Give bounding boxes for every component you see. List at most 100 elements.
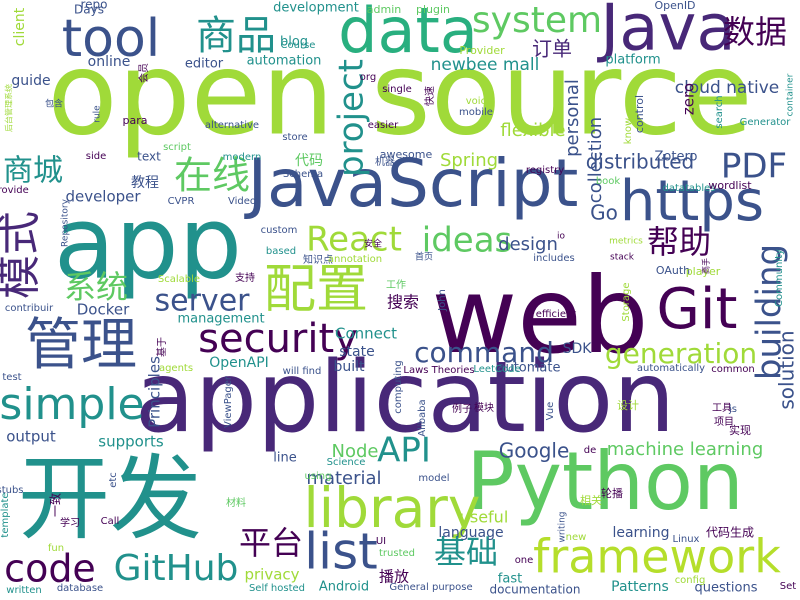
word-80: questions: [695, 581, 758, 596]
word-158: Alibaba: [417, 399, 428, 436]
word-89: blog: [280, 35, 308, 50]
word-104: Generator: [740, 117, 792, 128]
word-71: output: [6, 428, 56, 446]
word-108: know: [623, 118, 634, 144]
word-177: Call: [101, 516, 120, 527]
word-95: Course: [281, 40, 316, 51]
word-84: Android: [319, 580, 369, 595]
word-54: 订单: [532, 37, 572, 61]
word-111: alternative: [205, 120, 259, 131]
word-3: Python: [466, 435, 743, 528]
word-48: flexible: [500, 120, 565, 141]
word-27: building: [750, 244, 790, 380]
word-43: Node: [332, 441, 379, 462]
word-175: 学习: [60, 516, 80, 529]
word-22: code: [4, 547, 96, 591]
word-159: 例子: [452, 402, 472, 415]
word-120: registry: [526, 165, 564, 176]
word-139: player: [686, 265, 721, 278]
word-191: config: [675, 575, 706, 586]
word-125: Repository: [61, 198, 71, 247]
word-176: 材料: [226, 496, 246, 509]
word-148: 基于: [155, 337, 168, 357]
word-25: ideas: [422, 221, 513, 261]
word-119: 机器: [375, 155, 395, 168]
word-114: modern: [223, 152, 262, 163]
word-13: Git: [657, 277, 738, 342]
word-24: React: [306, 220, 402, 260]
word-14: 配置: [264, 260, 368, 320]
word-150: will find: [283, 366, 322, 377]
word-132: 首页: [415, 251, 433, 263]
word-5: app: [54, 184, 242, 301]
word-106: zero: [680, 83, 698, 115]
word-123: wordlist: [708, 179, 752, 192]
word-83: fast: [498, 572, 522, 587]
word-151: Laws Theories: [403, 365, 474, 376]
word-160: 模块: [474, 402, 494, 414]
word-122: datatables: [662, 183, 715, 194]
word-15: system: [472, 0, 602, 41]
word-110: para: [123, 114, 148, 127]
word-32: 模式: [0, 211, 45, 299]
word-92: admin: [367, 3, 401, 16]
word-140: Community: [774, 249, 785, 307]
word-35: 帮助: [647, 223, 711, 261]
word-147: contribuir: [5, 303, 54, 314]
word-193: 会员: [137, 63, 150, 83]
word-78: learning: [612, 525, 669, 541]
word-109: rule: [93, 105, 103, 123]
word-9: tool: [62, 9, 160, 69]
word-145: 支持: [235, 271, 255, 284]
word-46: machine learning: [607, 439, 764, 460]
word-88: repo: [80, 0, 107, 12]
word-12: framework: [533, 530, 781, 584]
word-82: 播放: [379, 568, 409, 586]
word-129: based: [266, 246, 296, 257]
word-21: list: [304, 523, 377, 581]
word-58: guide: [11, 73, 50, 89]
word-56: platform: [605, 53, 660, 68]
word-101: voice: [466, 96, 492, 107]
word-38: 平台: [239, 524, 303, 562]
word-26: project: [332, 59, 372, 177]
word-19: simple: [0, 379, 145, 430]
word-6: JavaScript: [244, 145, 579, 222]
word-50: collection: [585, 117, 606, 203]
word-75: automate: [498, 361, 561, 376]
word-63: Docker: [77, 301, 130, 319]
word-169: de: [584, 445, 597, 456]
word-11: https: [620, 169, 764, 234]
word-99: single: [382, 84, 412, 95]
word-59: editor: [185, 57, 224, 72]
word-85: documentation: [490, 583, 581, 597]
word-143: 工作: [386, 279, 406, 291]
word-45: design: [498, 234, 558, 255]
word-103: search: [714, 95, 725, 128]
word-135: includes: [533, 253, 574, 264]
word-166: js: [728, 404, 737, 415]
word-141: Storage: [621, 282, 632, 321]
word-180: trusted: [379, 548, 415, 559]
word-39: 基础: [434, 533, 498, 571]
word-189: Self hosted: [249, 583, 305, 594]
word-57: online: [88, 54, 131, 70]
word-190: General purpose: [389, 582, 472, 593]
word-100: mobile: [459, 107, 493, 118]
word-16: 管理: [25, 313, 137, 378]
word-164: 项目: [714, 416, 734, 428]
word-96: Provider: [459, 44, 505, 57]
word-172: template: [0, 492, 11, 537]
word-107: control: [633, 95, 646, 133]
word-31: server: [155, 284, 251, 319]
word-192: Set: [780, 581, 797, 592]
word-149: agents: [159, 363, 193, 374]
word-133: 安全: [364, 238, 382, 250]
word-30: 在线: [174, 154, 250, 198]
word-87: Zotero: [655, 150, 698, 165]
word-51: personal: [562, 79, 583, 157]
word-137: metrics: [609, 237, 643, 247]
word-179: UI: [376, 536, 386, 547]
word-69: OpenAPI: [209, 355, 269, 371]
